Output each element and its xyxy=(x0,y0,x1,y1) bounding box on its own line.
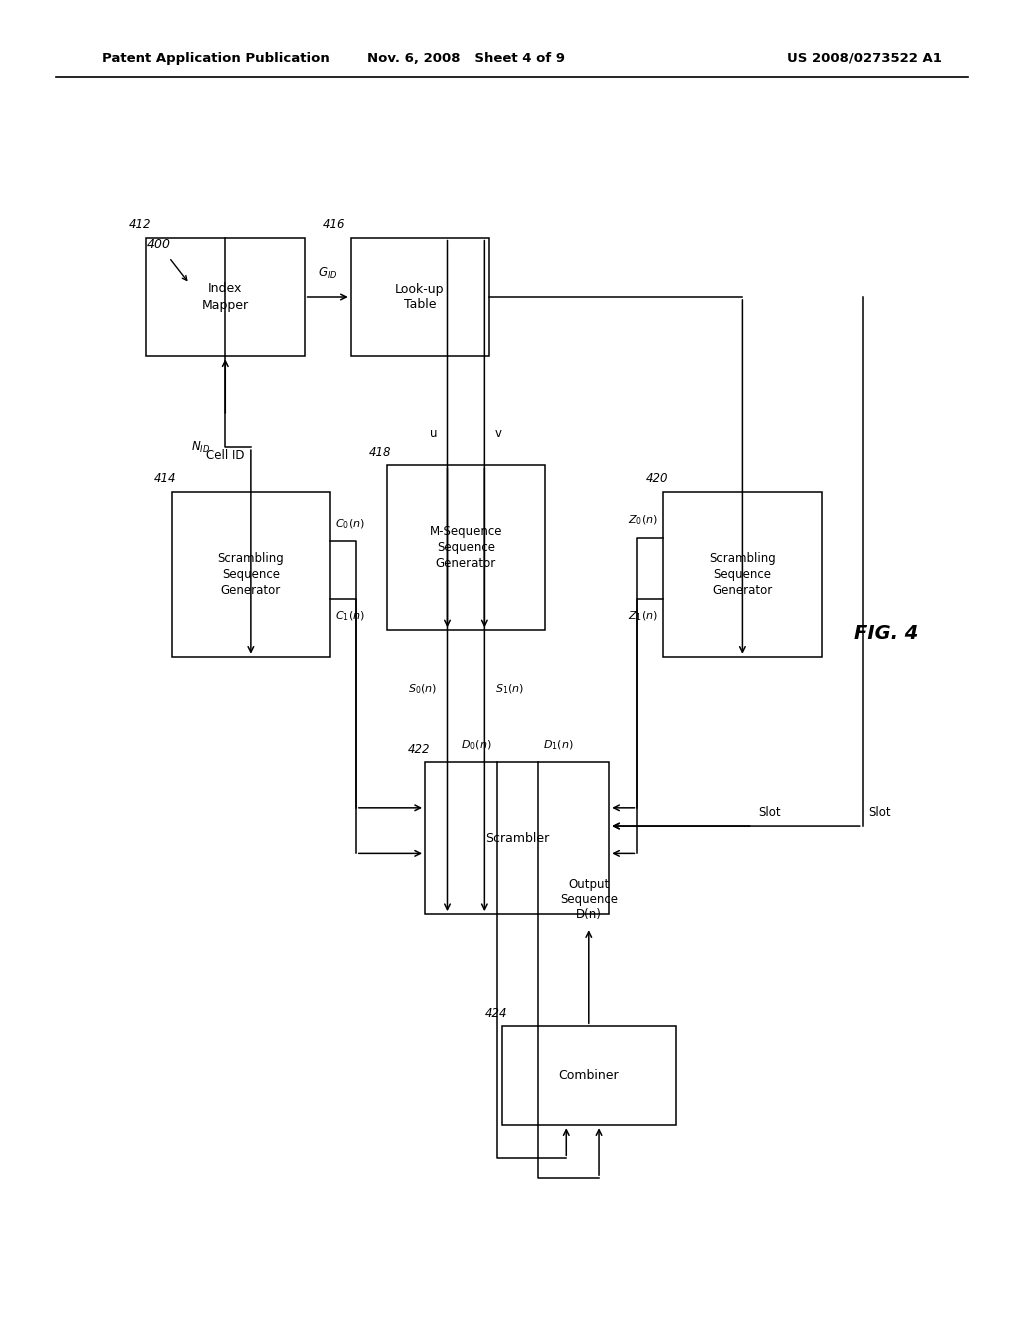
Text: 416: 416 xyxy=(324,218,345,231)
Text: $S_0(n)$: $S_0(n)$ xyxy=(409,682,437,697)
FancyBboxPatch shape xyxy=(387,466,545,631)
Text: Scrambling
Sequence
Generator: Scrambling Sequence Generator xyxy=(217,552,285,597)
Text: Slot: Slot xyxy=(868,807,891,820)
Text: $C_0(n)$: $C_0(n)$ xyxy=(336,517,366,531)
Text: Cell ID: Cell ID xyxy=(206,449,245,462)
Text: FIG. 4: FIG. 4 xyxy=(854,624,918,643)
FancyBboxPatch shape xyxy=(350,238,489,356)
Text: Combiner: Combiner xyxy=(558,1069,620,1082)
Text: 418: 418 xyxy=(370,446,391,459)
Text: Scrambler: Scrambler xyxy=(485,832,549,845)
Text: Index
Mapper: Index Mapper xyxy=(202,282,249,312)
Text: Look-up
Table: Look-up Table xyxy=(395,282,444,312)
Text: $S_1(n)$: $S_1(n)$ xyxy=(495,682,523,697)
FancyBboxPatch shape xyxy=(502,1027,676,1125)
Text: Scrambling
Sequence
Generator: Scrambling Sequence Generator xyxy=(709,552,776,597)
Text: $G_{ID}$: $G_{ID}$ xyxy=(317,267,338,281)
Text: M-Sequence
Sequence
Generator: M-Sequence Sequence Generator xyxy=(430,525,502,570)
Text: $D_1(n)$: $D_1(n)$ xyxy=(543,738,573,752)
Text: Nov. 6, 2008   Sheet 4 of 9: Nov. 6, 2008 Sheet 4 of 9 xyxy=(367,51,565,65)
Text: 412: 412 xyxy=(129,218,152,231)
Text: 414: 414 xyxy=(155,473,176,486)
FancyBboxPatch shape xyxy=(664,492,821,657)
FancyBboxPatch shape xyxy=(425,763,609,913)
Text: Slot: Slot xyxy=(758,807,780,820)
Text: Output
Sequence
D(n): Output Sequence D(n) xyxy=(560,878,617,921)
FancyBboxPatch shape xyxy=(171,492,330,657)
Text: US 2008/0273522 A1: US 2008/0273522 A1 xyxy=(787,51,942,65)
Text: $N_{ID}$: $N_{ID}$ xyxy=(190,440,210,454)
Text: 420: 420 xyxy=(646,473,668,486)
Text: 424: 424 xyxy=(484,1007,507,1020)
Text: u: u xyxy=(430,428,437,441)
Text: 422: 422 xyxy=(408,743,430,755)
Text: $Z_0(n)$: $Z_0(n)$ xyxy=(628,513,657,528)
Text: $D_0(n)$: $D_0(n)$ xyxy=(461,738,492,752)
Text: $C_1(n)$: $C_1(n)$ xyxy=(336,610,366,623)
Text: Patent Application Publication: Patent Application Publication xyxy=(102,51,330,65)
Text: v: v xyxy=(495,428,502,441)
Text: 400: 400 xyxy=(146,238,171,251)
FancyBboxPatch shape xyxy=(146,238,305,356)
Text: $Z_1(n)$: $Z_1(n)$ xyxy=(628,610,657,623)
